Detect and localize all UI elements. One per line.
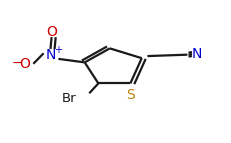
Text: O: O [19, 57, 30, 71]
Text: Br: Br [61, 92, 76, 105]
Text: N: N [191, 47, 202, 61]
Text: +: + [54, 45, 62, 55]
Text: N: N [45, 48, 56, 62]
Text: −: − [12, 57, 22, 70]
Text: O: O [46, 25, 57, 39]
Text: S: S [126, 88, 135, 102]
